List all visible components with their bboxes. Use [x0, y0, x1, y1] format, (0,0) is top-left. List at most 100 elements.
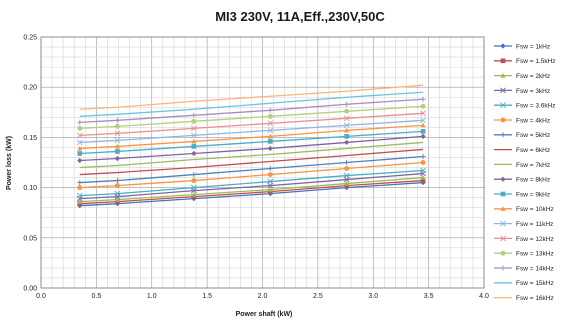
legend-item: Fsw = 12kHz: [494, 235, 554, 243]
plot-area-border: [40, 36, 485, 289]
legend-label: Fsw = 9kHz: [516, 191, 550, 198]
series-line: [79, 176, 424, 203]
legend-swatch-marker: [500, 235, 506, 242]
data-point: [420, 160, 426, 165]
data-point: [191, 138, 197, 144]
legend-swatch-marker: [500, 176, 506, 182]
data-point: [344, 127, 350, 133]
legend-label: Fsw = 4kHz: [516, 117, 550, 124]
data-point: [114, 117, 121, 123]
series-6: [77, 160, 426, 191]
y-tick-label: 0.20: [23, 85, 37, 92]
legend-item: Fsw = 1.5kHz: [494, 58, 556, 65]
legend-item: Fsw = 1kHz: [494, 43, 550, 50]
data-point: [191, 171, 197, 178]
data-point: [77, 145, 83, 151]
series-line: [79, 124, 424, 150]
legend-item: Fsw = 13kHz: [494, 251, 554, 258]
legend-swatch-marker: [500, 265, 506, 271]
data-point: [420, 133, 426, 139]
data-point: [420, 153, 426, 160]
legend-label: Fsw = 10kHz: [516, 206, 554, 213]
x-tick-label: 2.5: [313, 293, 323, 300]
data-point: [267, 172, 273, 178]
series-9: [79, 141, 424, 169]
series-line: [79, 119, 424, 144]
data-point: [344, 101, 350, 107]
data-point: [420, 129, 426, 134]
data-point: [267, 187, 273, 192]
chart-title: MI3 230V, 11A,Eff.,230V,50C: [215, 9, 385, 24]
series-line: [79, 84, 424, 110]
x-axis-label: Power shaft (kW): [236, 311, 293, 318]
data-point: [114, 183, 120, 189]
data-point: [114, 130, 121, 137]
data-point: [267, 178, 274, 185]
legend-label: Fsw = 5kHz: [516, 132, 550, 139]
legend-label: Fsw = 12kHz: [516, 236, 554, 243]
series-10: [77, 133, 426, 164]
data-point: [191, 192, 197, 197]
data-point: [191, 118, 197, 124]
data-point: [114, 190, 121, 197]
series-15: [77, 103, 426, 131]
legend-label: Fsw = 3.6kHz: [516, 103, 556, 110]
legend-item: Fsw = 14kHz: [494, 265, 554, 272]
y-tick-label: 0.05: [23, 235, 37, 242]
data-point: [267, 133, 273, 139]
legend-label: Fsw = 13kHz: [516, 251, 554, 258]
x-tick-label: 0.0: [36, 293, 46, 300]
series-18: [79, 84, 424, 110]
legend-item: Fsw = 4kHz: [494, 117, 550, 124]
data-point: [76, 132, 83, 139]
data-point: [344, 134, 350, 139]
data-point: [115, 149, 120, 154]
data-point: [191, 150, 197, 157]
data-point: [267, 139, 273, 144]
legend-item: Fsw = 6kHz: [494, 147, 550, 154]
series-line: [79, 172, 424, 200]
legend-label: Fsw = 16kHz: [516, 295, 554, 302]
data-point: [344, 139, 350, 146]
series-line: [79, 105, 424, 130]
legend-item: Fsw = 16kHz: [494, 295, 554, 302]
data-point: [267, 113, 273, 119]
data-point: [114, 123, 120, 129]
legend-item: Fsw = 10kHz: [494, 206, 554, 213]
data-point: [191, 112, 197, 118]
data-point: [190, 132, 197, 139]
legend: Fsw = 1kHz Fsw = 1.5kHz Fsw = 2kHz Fsw = 3k…: [494, 43, 556, 302]
legend-item: Fsw = 9kHz: [494, 191, 550, 198]
series-11: [77, 129, 426, 156]
series-12: [77, 122, 426, 151]
series-8: [79, 148, 424, 176]
data-point: [420, 117, 427, 124]
x-tick-label: 4.0: [479, 293, 489, 300]
series-14: [76, 110, 427, 139]
data-point: [114, 143, 121, 149]
data-point: [77, 151, 83, 156]
grid: [40, 36, 485, 289]
legend-item: Fsw = 3.6kHz: [494, 102, 556, 110]
data-point: [267, 165, 273, 172]
data-point: [420, 103, 426, 109]
legend-swatch-marker: [500, 117, 506, 123]
data-point: [420, 167, 427, 174]
legend-swatch-marker: [500, 58, 506, 64]
legend-label: Fsw = 11kHz: [516, 221, 553, 228]
legend-swatch-marker: [500, 191, 506, 197]
legend-swatch-marker: [500, 250, 506, 256]
legend-item: Fsw = 3kHz: [494, 87, 550, 95]
series-16: [77, 96, 426, 125]
data-point: [343, 122, 350, 129]
series-line: [79, 135, 424, 162]
data-point: [420, 178, 426, 183]
data-point: [77, 125, 83, 131]
x-tick-label: 1.0: [147, 293, 157, 300]
data-point: [191, 144, 197, 149]
legend-swatch-marker: [500, 206, 506, 211]
data-point: [344, 108, 350, 114]
data-point: [190, 184, 197, 191]
series-3: [77, 174, 426, 204]
legend-item: Fsw = 5kHz: [494, 132, 550, 139]
